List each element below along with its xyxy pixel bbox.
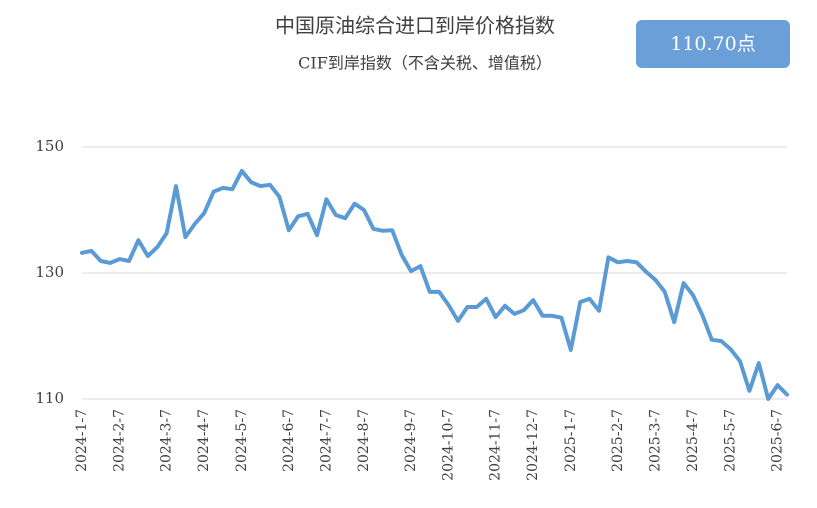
x-tick-label: 2024-4-7 <box>196 409 212 472</box>
x-tick-label: 2025-1-7 <box>563 409 579 472</box>
x-tick-label: 2025-6-7 <box>770 409 786 472</box>
x-tick-label: 2024-12-7 <box>525 409 541 481</box>
x-tick-label: 2024-7-7 <box>318 409 334 472</box>
x-tick-label: 2024-6-7 <box>281 409 297 472</box>
y-tick-label: 130 <box>35 263 64 281</box>
line <box>80 168 789 401</box>
x-tick-label: 2025-3-7 <box>647 409 663 472</box>
badge <box>636 20 790 68</box>
x-tick-label: 2024-11-7 <box>488 409 504 481</box>
x-tick-label: 2025-5-7 <box>723 409 739 472</box>
x-tick-label: 2024-3-7 <box>159 409 175 472</box>
x-tick-label: 2024-5-7 <box>234 409 250 472</box>
chart-title: 中国原油综合进口到岸价格指数 <box>275 14 555 38</box>
x-tick-label: 2024-9-7 <box>403 409 419 472</box>
x-tick-label: 2024-10-7 <box>441 409 457 481</box>
y-tick-label: 110 <box>35 389 64 407</box>
x-tick-label: 2024-8-7 <box>356 409 372 472</box>
y-tick-label: 150 <box>35 137 64 155</box>
x-tick-label: 2024-2-7 <box>112 409 128 472</box>
chart-subtitle: CIF到岸指数（不含关税、增值税） <box>298 54 552 73</box>
x-tick-label: 2024-1-7 <box>74 409 90 472</box>
x-tick-label: 2025-2-7 <box>610 409 626 472</box>
x-tick-label: 2025-4-7 <box>685 409 701 472</box>
badge-text: 110.70点 <box>670 33 755 55</box>
